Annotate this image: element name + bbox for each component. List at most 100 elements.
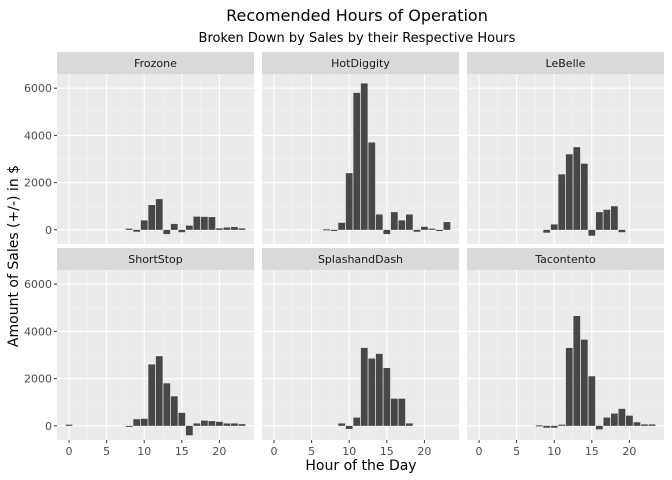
bar-tacontento-hour-21 [633, 422, 641, 426]
bar-hotdiggity-hour-14 [375, 214, 383, 230]
bar-tacontento-hour-14 [580, 339, 588, 426]
x-axis-title: Hour of the Day [305, 458, 416, 474]
bar-frozone-hour-13 [163, 229, 171, 235]
bar-hotdiggity-hour-8 [330, 229, 338, 232]
y-tick-label: 6000 [24, 278, 52, 291]
bar-shortstop-hour-19 [208, 421, 216, 426]
x-tick-label: 0 [271, 445, 278, 458]
facet-strip [467, 248, 664, 270]
bar-frozone-hour-12 [155, 199, 163, 230]
bar-frozone-hour-17 [193, 216, 201, 230]
bar-tacontento-hour-20 [626, 415, 633, 426]
bar-splashanddash-hour-18 [405, 423, 413, 426]
bar-lebelle-hour-13 [573, 147, 581, 230]
bar-frozone-hour-21 [223, 227, 231, 230]
bar-tacontento-hour-18 [610, 413, 618, 426]
bar-hotdiggity-hour-20 [421, 226, 428, 230]
y-tick-label: 0 [45, 420, 52, 433]
bar-lebelle-hour-18 [610, 206, 618, 230]
bar-shortstop-hour-22 [231, 423, 238, 426]
x-tick-label: 15 [380, 445, 394, 458]
bar-hotdiggity-hour-18 [405, 214, 413, 230]
bar-hotdiggity-hour-17 [398, 220, 406, 230]
bar-frozone-hour-11 [148, 205, 156, 230]
y-axis-title: Amount of Sales (+/-) in $ [6, 165, 22, 347]
bar-tacontento-hour-11 [558, 424, 566, 426]
bar-lebelle-hour-14 [580, 163, 588, 230]
bar-tacontento-hour-8 [535, 425, 543, 427]
bar-tacontento-hour-16 [595, 425, 603, 430]
bar-shortstop-hour-13 [163, 383, 171, 426]
facet-strip-label: HotDiggity [331, 57, 390, 70]
bar-tacontento-hour-9 [543, 425, 551, 428]
x-tick-label: 15 [585, 445, 599, 458]
x-tick-label: 5 [308, 445, 315, 458]
bar-tacontento-hour-19 [618, 408, 626, 426]
bar-tacontento-hour-12 [565, 347, 573, 426]
x-tick-label: 0 [66, 445, 73, 458]
bar-hotdiggity-hour-11 [353, 92, 361, 230]
facet-strip-label: Tacontento [534, 253, 596, 266]
bar-frozone-hour-22 [231, 227, 238, 230]
bar-shortstop-hour-11 [148, 364, 156, 426]
y-tick-label: 2000 [24, 373, 52, 386]
bar-frozone-hour-18 [200, 216, 208, 230]
facet-lebelle: LeBelle [467, 52, 664, 244]
bar-shortstop-hour-17 [193, 423, 201, 426]
y-tick-label: 2000 [24, 177, 52, 190]
bar-shortstop-hour-10 [140, 418, 148, 426]
bar-lebelle-hour-19 [618, 229, 626, 233]
facet-strip [262, 52, 459, 74]
facet-strip [467, 52, 664, 74]
bar-lebelle-hour-10 [550, 224, 558, 230]
bar-hotdiggity-hour-15 [383, 229, 391, 235]
facet-strip-label: ShortStop [128, 253, 183, 266]
x-tick-label: 20 [622, 445, 636, 458]
bar-shortstop-hour-18 [200, 420, 208, 426]
bar-hotdiggity-hour-12 [360, 83, 368, 230]
bar-frozone-hour-23 [238, 228, 246, 230]
bar-tacontento-hour-15 [588, 376, 596, 426]
bar-shortstop-hour-16 [185, 425, 193, 436]
bar-shortstop-hour-21 [223, 423, 231, 426]
bar-frozone-hour-19 [208, 217, 216, 230]
bar-hotdiggity-hour-7 [323, 229, 331, 231]
bar-shortstop-hour-9 [133, 419, 141, 426]
facet-strip [262, 248, 459, 270]
chart-subtitle: Broken Down by Sales by their Respective… [199, 31, 516, 46]
bar-splashanddash-hour-15 [383, 367, 391, 426]
bar-shortstop-hour-23 [238, 424, 246, 426]
facet-frozone: Frozone 0 2000 4000 6000 [24, 52, 254, 244]
facet-strip-label: SplashandDash [318, 253, 403, 266]
bar-tacontento-hour-10 [550, 425, 558, 428]
x-tick-label: 20 [417, 445, 431, 458]
bar-splashanddash-hour-13 [368, 358, 376, 426]
bar-hotdiggity-hour-22 [436, 229, 443, 232]
bar-splashanddash-hour-11 [353, 417, 361, 426]
bar-splashanddash-hour-10 [345, 425, 353, 429]
bar-splashanddash-hour-14 [375, 353, 383, 426]
x-tick-label: 15 [175, 445, 189, 458]
bar-frozone-hour-9 [133, 229, 141, 232]
bar-splashanddash-hour-17 [398, 398, 406, 426]
bar-frozone-hour-10 [140, 220, 148, 230]
facet-tacontento: Tacontento 0 5 10 15 20 [467, 248, 664, 458]
x-tick-label: 10 [137, 445, 151, 458]
x-tick-label: 0 [476, 445, 483, 458]
bar-lebelle-hour-9 [543, 229, 551, 233]
x-tick-label: 20 [212, 445, 226, 458]
facet-strip [57, 248, 254, 270]
bar-hotdiggity-hour-19 [413, 229, 421, 232]
bar-hotdiggity-hour-21 [428, 228, 436, 230]
bar-shortstop-hour-14 [170, 396, 178, 426]
x-tick-label: 5 [103, 445, 110, 458]
bar-shortstop-hour-0 [65, 424, 73, 426]
x-tick-label: 5 [513, 445, 520, 458]
bar-splashanddash-hour-12 [360, 347, 368, 426]
x-tick-label: 10 [342, 445, 356, 458]
bar-hotdiggity-hour-16 [390, 212, 398, 230]
bar-lebelle-hour-12 [565, 154, 573, 230]
x-tick-label: 10 [547, 445, 561, 458]
bar-hotdiggity-hour-13 [368, 142, 376, 230]
